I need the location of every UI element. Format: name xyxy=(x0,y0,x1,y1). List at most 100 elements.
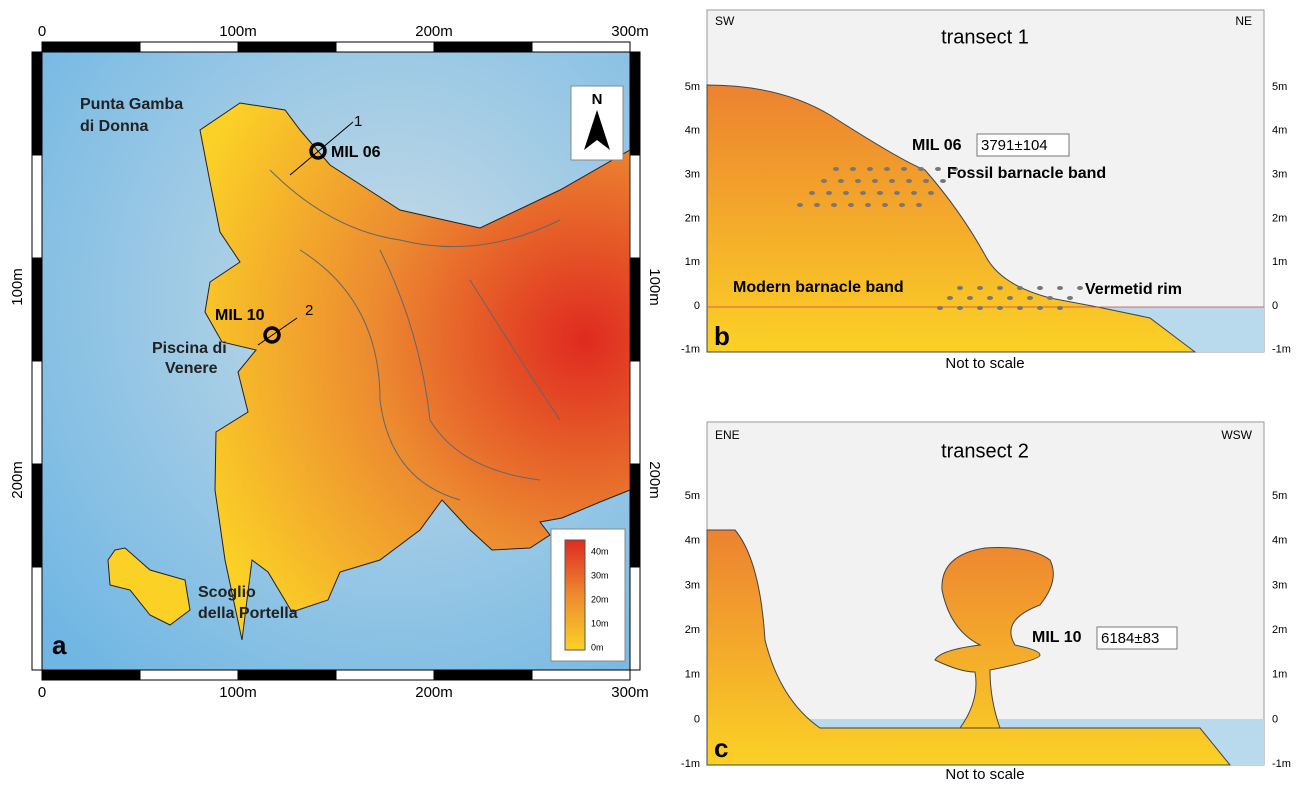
border-block xyxy=(31,257,43,362)
place-label: di Donna xyxy=(80,118,149,135)
barnacle xyxy=(977,286,983,290)
barnacle xyxy=(997,286,1003,290)
annotation: Modern barnacle band xyxy=(733,279,904,296)
depth-label: 0 xyxy=(1272,300,1278,312)
age-box xyxy=(1096,626,1178,650)
sample-label: MIL 10 xyxy=(215,307,265,324)
panel-label: c xyxy=(714,733,728,763)
barnacle xyxy=(884,167,890,171)
border-block xyxy=(237,669,337,681)
barnacle xyxy=(923,179,929,183)
barnacle xyxy=(1077,286,1083,290)
sample-label: MIL 10 xyxy=(1032,629,1082,646)
scale-label: 100m xyxy=(646,268,663,306)
island xyxy=(199,102,631,641)
scale-label: 300m xyxy=(611,684,649,701)
border-block xyxy=(629,154,641,259)
depth-label: 0 xyxy=(1272,713,1278,725)
depth-label: 3m xyxy=(1272,169,1287,181)
border-block xyxy=(41,41,141,53)
depth-ticks: 5m 5m 4m 4m 3m 3m 2m 2m 1m 1m 0 0 -1m -1m xyxy=(681,490,1291,770)
rock-profile xyxy=(706,529,1232,766)
legend-label: 30m xyxy=(591,570,609,580)
depth-label: -1m xyxy=(1272,344,1291,356)
depth-label: -1m xyxy=(681,344,700,356)
border-block xyxy=(531,41,631,53)
place-label: Punta Gamba xyxy=(80,96,183,113)
depth-ticks: 5m 5m 4m 4m 3m 3m 2m 2m 1m 1m 0 0 -1m -1m xyxy=(681,81,1291,356)
note: Not to scale xyxy=(945,766,1024,782)
section-title: transect 2 xyxy=(941,440,1029,462)
barnacle xyxy=(831,203,837,207)
rock-profile xyxy=(706,84,1197,353)
depth-label: 1m xyxy=(1272,669,1287,681)
barnacle xyxy=(872,179,878,183)
transect-number: 2 xyxy=(305,302,313,319)
note: Not to scale xyxy=(945,355,1024,372)
place-label: della Portella xyxy=(198,605,298,622)
sample-label: MIL 06 xyxy=(912,137,962,154)
barnacle xyxy=(928,191,934,195)
barnacle xyxy=(865,203,871,207)
depth-label: 2m xyxy=(685,212,700,224)
barnacle xyxy=(967,296,973,300)
barnacle xyxy=(877,191,883,195)
annotation: Fossil barnacle band xyxy=(947,165,1106,182)
barnacle xyxy=(957,306,963,310)
barnacle xyxy=(821,179,827,183)
depth-label: 1m xyxy=(685,669,700,681)
place-label: Scoglio xyxy=(198,584,256,601)
barnacle xyxy=(901,167,907,171)
age-box xyxy=(976,133,1070,157)
islet xyxy=(107,547,191,626)
border-block xyxy=(335,41,435,53)
barnacle xyxy=(797,203,803,207)
barnacle xyxy=(1027,296,1033,300)
depth-label: 5m xyxy=(1272,490,1287,502)
depth-label: 3m xyxy=(1272,579,1287,591)
legend-bar xyxy=(564,539,586,651)
border-block xyxy=(31,154,43,259)
barnacle xyxy=(843,191,849,195)
barnacle xyxy=(882,203,888,207)
transect-line xyxy=(289,121,354,176)
north-label: N xyxy=(592,91,603,108)
depth-label: 1m xyxy=(685,256,700,268)
direction: NE xyxy=(1235,14,1252,28)
age-label: 6184±83 xyxy=(1101,630,1159,647)
depth-label: 0 xyxy=(694,713,700,725)
border-block xyxy=(629,360,641,465)
barnacle xyxy=(935,167,941,171)
border-block xyxy=(629,51,641,156)
barnacle xyxy=(826,191,832,195)
legend-label: 40m xyxy=(591,546,609,556)
barnacle xyxy=(1057,286,1063,290)
depth-label: 2m xyxy=(1272,624,1287,636)
sample-site xyxy=(263,326,281,344)
transect-number: 1 xyxy=(354,113,362,130)
barnacle xyxy=(855,179,861,183)
barnacle xyxy=(977,306,983,310)
section-title: transect 1 xyxy=(941,26,1029,48)
place-label: Venere xyxy=(165,360,218,377)
barnacle xyxy=(848,203,854,207)
barnacle xyxy=(906,179,912,183)
depth-label: -1m xyxy=(681,758,700,770)
scale-label: 200m xyxy=(646,461,663,499)
scale-label: 200m xyxy=(415,684,453,701)
barnacle xyxy=(957,286,963,290)
barnacle xyxy=(850,167,856,171)
barnacle xyxy=(918,167,924,171)
scale-label: 200m xyxy=(415,23,453,40)
age-label: 3791±104 xyxy=(981,137,1048,154)
scale-label: 100m xyxy=(9,268,26,306)
legend-label: 0m xyxy=(591,642,604,652)
border-block xyxy=(41,669,141,681)
legend-label: 10m xyxy=(591,618,609,628)
transect-1-panel: SW NE transect 1 MIL 06 3791±104 Fossil … xyxy=(681,9,1291,372)
depth-label: -1m xyxy=(1272,758,1291,770)
border-block xyxy=(629,566,641,671)
direction: ENE xyxy=(715,428,740,442)
